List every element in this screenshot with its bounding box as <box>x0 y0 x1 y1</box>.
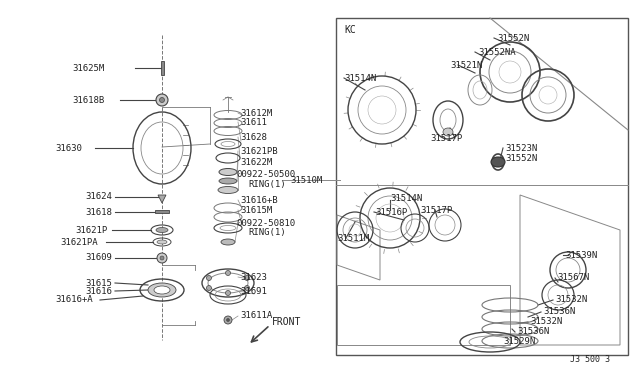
Text: 31514N: 31514N <box>344 74 376 83</box>
Text: 31691: 31691 <box>240 286 267 295</box>
Bar <box>155 210 169 213</box>
Text: 31630: 31630 <box>55 144 82 153</box>
Ellipse shape <box>443 128 453 136</box>
Text: 31521N: 31521N <box>450 61 483 70</box>
Text: 31514N: 31514N <box>390 193 422 202</box>
Text: 31615: 31615 <box>85 279 112 288</box>
Text: 31616+B: 31616+B <box>240 196 278 205</box>
Circle shape <box>207 276 211 280</box>
Text: RING(1): RING(1) <box>248 228 285 237</box>
Text: 31552NA: 31552NA <box>478 48 516 57</box>
Text: 31625M: 31625M <box>72 64 104 73</box>
Text: 31511M: 31511M <box>337 234 369 243</box>
Text: 31510M: 31510M <box>290 176 323 185</box>
Text: 00922-50500: 00922-50500 <box>236 170 295 179</box>
Text: 31621PA: 31621PA <box>60 237 98 247</box>
Text: FRONT: FRONT <box>272 317 301 327</box>
Text: 31611: 31611 <box>240 118 267 126</box>
Circle shape <box>156 94 168 106</box>
Text: 31624: 31624 <box>85 192 112 201</box>
Bar <box>336 18 628 355</box>
Text: 31622M: 31622M <box>240 157 272 167</box>
Text: 31609: 31609 <box>85 253 112 263</box>
Circle shape <box>157 253 167 263</box>
Polygon shape <box>158 195 166 203</box>
Ellipse shape <box>221 239 235 245</box>
Ellipse shape <box>148 283 176 297</box>
Ellipse shape <box>219 178 237 184</box>
Ellipse shape <box>156 228 168 232</box>
Text: 31517P: 31517P <box>430 134 462 142</box>
Text: 31517P: 31517P <box>420 205 452 215</box>
Text: 31552N: 31552N <box>497 33 529 42</box>
Text: 31567N: 31567N <box>557 273 589 282</box>
Bar <box>161 61 164 75</box>
Circle shape <box>207 285 211 291</box>
Text: 31532N: 31532N <box>530 317 563 327</box>
Text: 31612M: 31612M <box>240 109 272 118</box>
Text: 31621P: 31621P <box>75 225 108 234</box>
Text: 31616+A: 31616+A <box>55 295 93 305</box>
Circle shape <box>244 285 250 291</box>
Text: 31615M: 31615M <box>240 205 272 215</box>
Text: RING(1): RING(1) <box>248 180 285 189</box>
Text: 00922-50810: 00922-50810 <box>236 218 295 228</box>
Ellipse shape <box>157 240 167 244</box>
Circle shape <box>244 276 250 280</box>
Ellipse shape <box>218 186 238 193</box>
Text: 31621PB: 31621PB <box>240 147 278 155</box>
Circle shape <box>225 291 230 295</box>
Text: 31628: 31628 <box>240 132 267 141</box>
Circle shape <box>227 318 230 321</box>
Text: KC: KC <box>344 25 356 35</box>
Text: 31529N: 31529N <box>503 337 535 346</box>
Circle shape <box>159 97 164 103</box>
Text: 31536N: 31536N <box>517 327 549 337</box>
Text: 31532N: 31532N <box>555 295 588 305</box>
Text: J3 500 3: J3 500 3 <box>570 356 610 365</box>
Text: 31536N: 31536N <box>543 308 575 317</box>
Text: 31623: 31623 <box>240 273 267 282</box>
Text: 31539N: 31539N <box>565 250 597 260</box>
Circle shape <box>160 256 164 260</box>
Text: 31516P: 31516P <box>375 208 407 217</box>
Text: 31618: 31618 <box>85 208 112 217</box>
Ellipse shape <box>491 157 505 167</box>
Ellipse shape <box>154 286 170 294</box>
Text: 31616: 31616 <box>85 286 112 295</box>
Text: 31611A: 31611A <box>240 311 272 321</box>
Ellipse shape <box>219 169 237 176</box>
Circle shape <box>225 270 230 276</box>
Text: 31523N: 31523N <box>505 144 537 153</box>
Text: 31552N: 31552N <box>505 154 537 163</box>
Text: 31618B: 31618B <box>72 96 104 105</box>
Circle shape <box>224 316 232 324</box>
